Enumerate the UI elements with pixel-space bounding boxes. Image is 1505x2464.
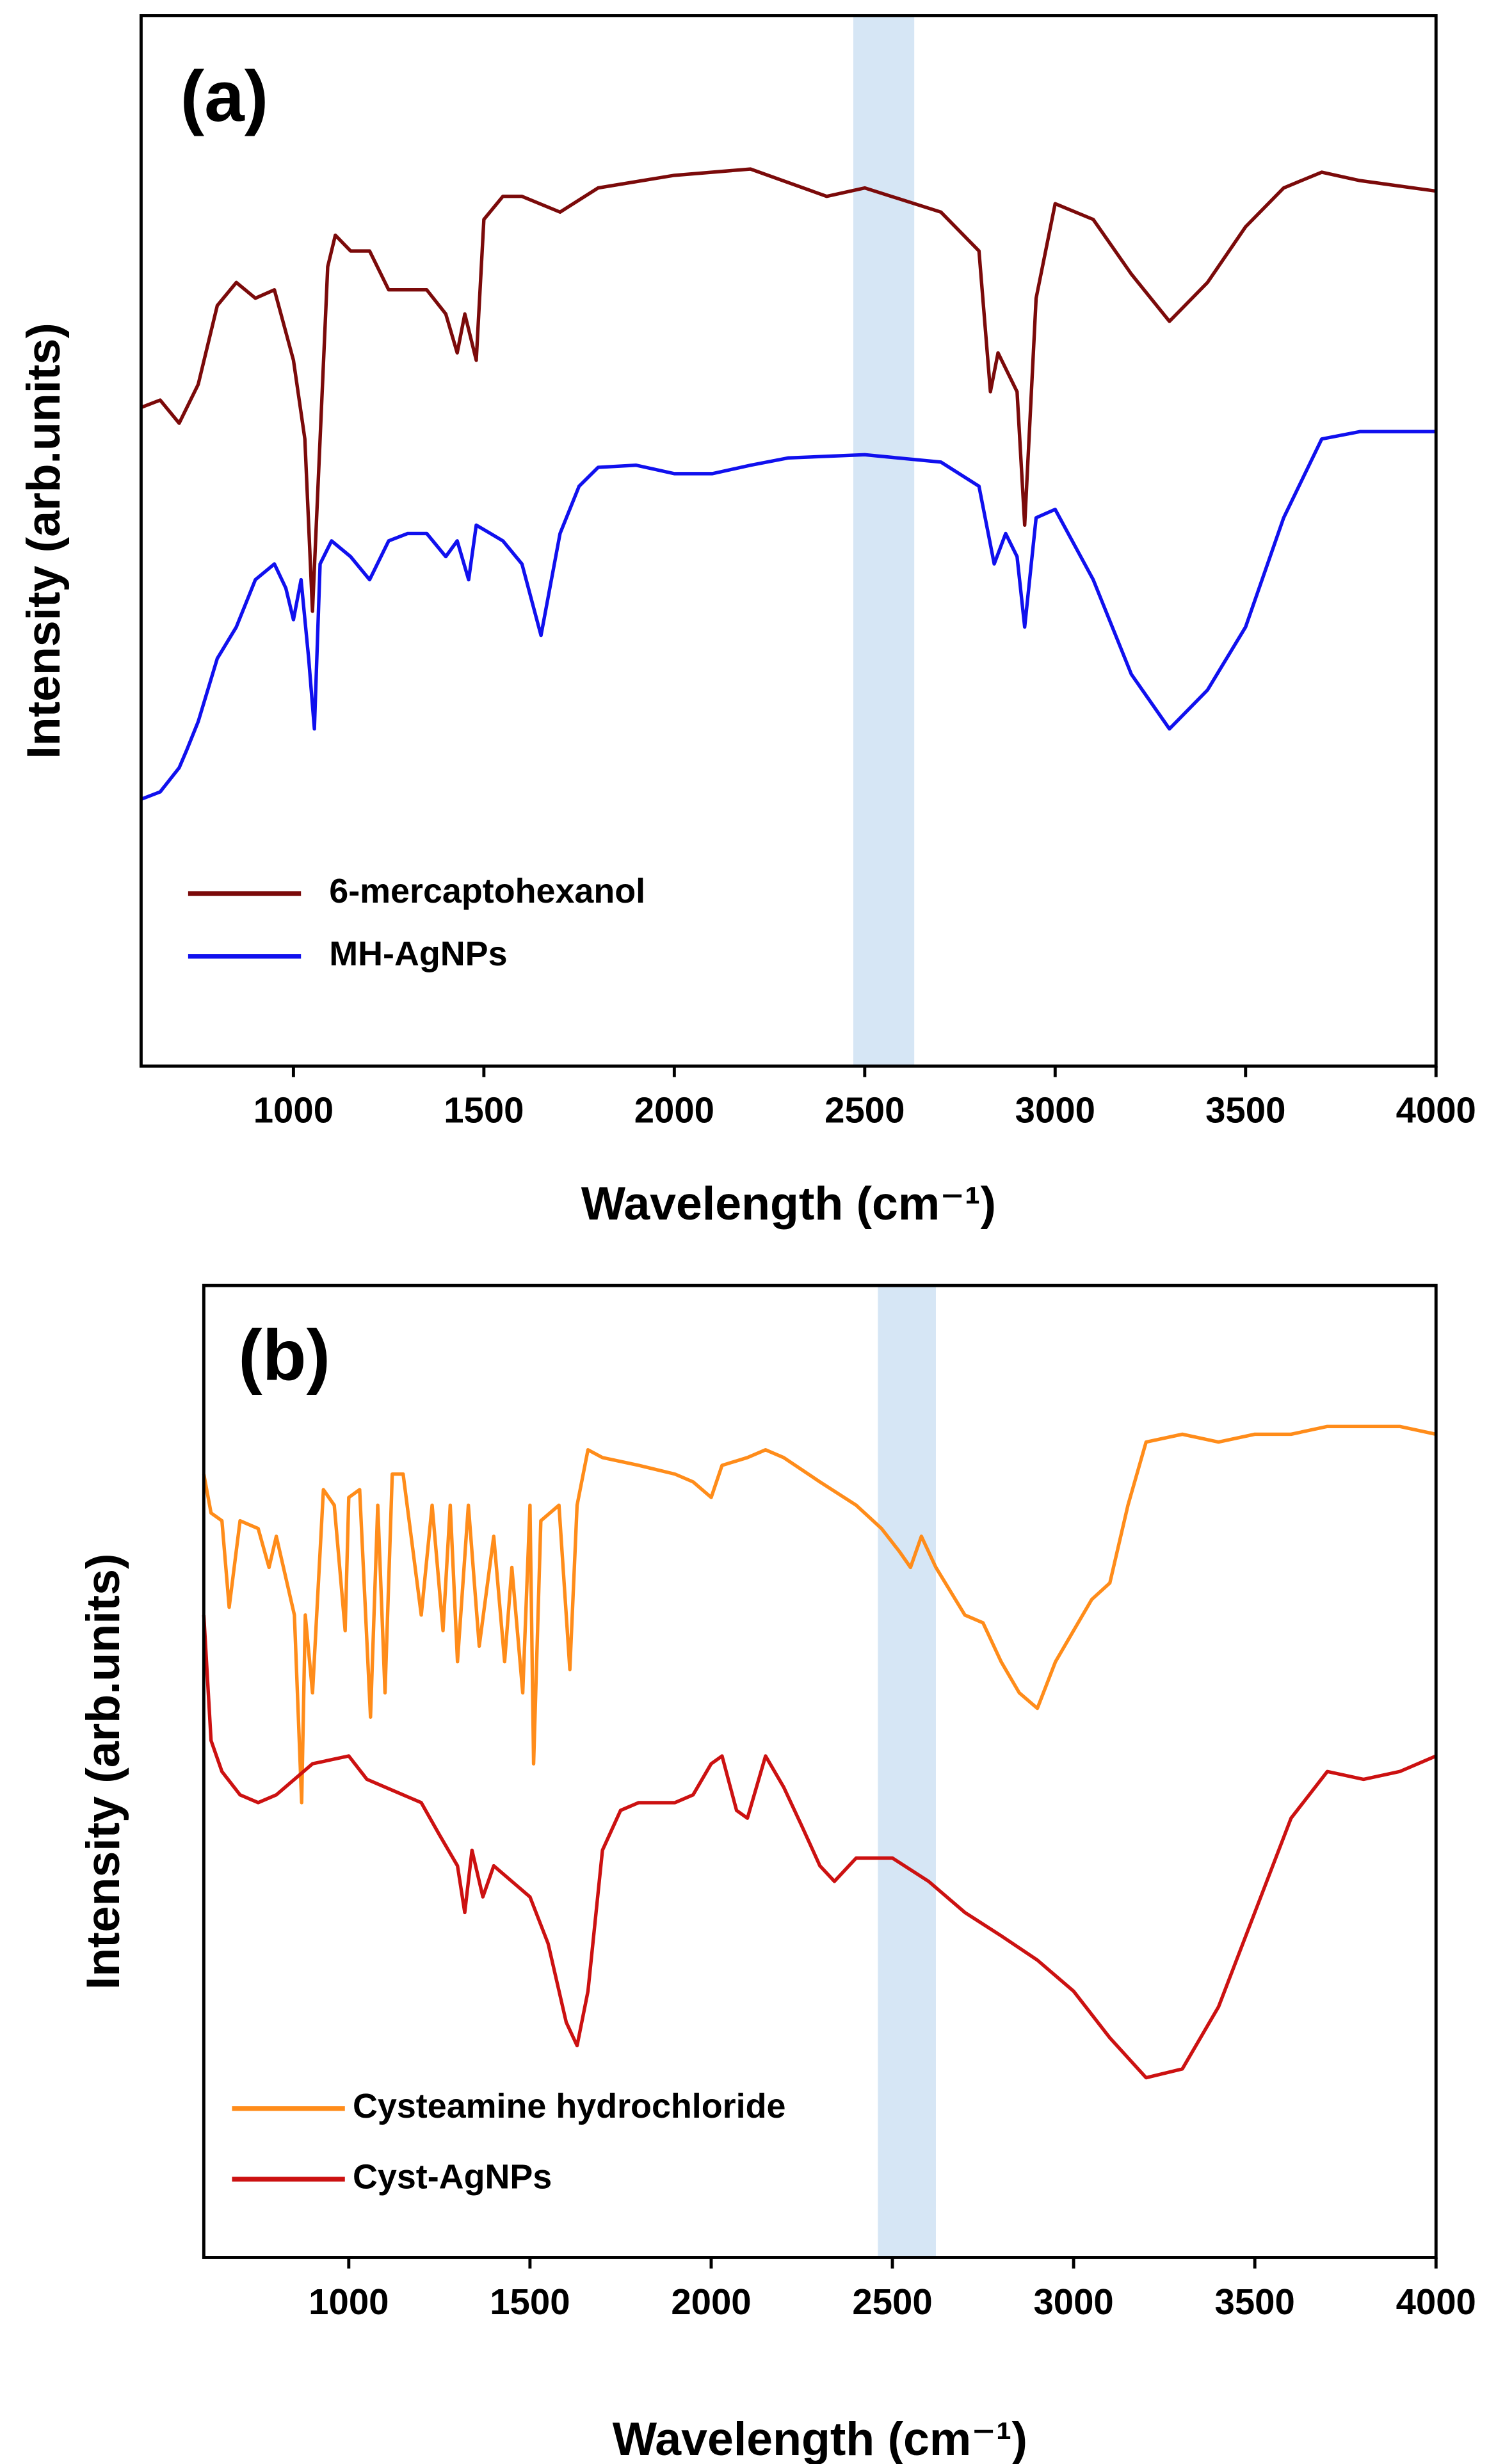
highlight-band xyxy=(853,15,915,1067)
x-tick-label: 3500 xyxy=(1205,1090,1285,1131)
panel-label: (a) xyxy=(181,56,269,136)
x-tick-label: 3000 xyxy=(1015,1090,1095,1131)
x-tick-label: 2000 xyxy=(671,2282,751,2322)
y-axis-label: Intensity (arb.units) xyxy=(76,1554,129,1990)
spectrum-line xyxy=(140,167,1437,613)
plot-frame xyxy=(202,1284,1438,2259)
x-tick-label: 1000 xyxy=(254,1090,334,1131)
panel-label: (b) xyxy=(238,1314,330,1395)
spectrum-line xyxy=(202,1614,1437,2080)
plot-frame xyxy=(139,14,1438,1068)
x-tick-label: 2000 xyxy=(634,1090,714,1131)
legend-label: Cysteamine hydrochloride xyxy=(353,2087,785,2125)
spectrum-line xyxy=(202,1424,1437,1805)
highlight-band xyxy=(878,1285,936,2258)
x-axis-label: Wavelength (cm⁻¹) xyxy=(613,2412,1027,2464)
y-axis-label: Intensity (arb.units) xyxy=(17,323,70,759)
legend-label: MH-AgNPs xyxy=(329,935,507,973)
x-tick-label: 1500 xyxy=(444,1090,524,1131)
x-tick-label: 2500 xyxy=(825,1090,905,1131)
x-tick-label: 1500 xyxy=(490,2282,570,2322)
x-tick-label: 3500 xyxy=(1215,2282,1295,2322)
legend-label: Cyst-AgNPs xyxy=(353,2157,552,2196)
x-tick-label: 4000 xyxy=(1396,1090,1476,1131)
x-tick-label: 2500 xyxy=(852,2282,932,2322)
x-tick-label: 4000 xyxy=(1396,2282,1476,2322)
x-tick-label: 1000 xyxy=(309,2282,389,2322)
spectrum-line xyxy=(140,430,1437,801)
x-axis-label: Wavelength (cm⁻¹) xyxy=(581,1177,996,1230)
x-tick-label: 3000 xyxy=(1033,2282,1113,2322)
legend-label: 6-mercaptohexanol xyxy=(329,872,645,910)
